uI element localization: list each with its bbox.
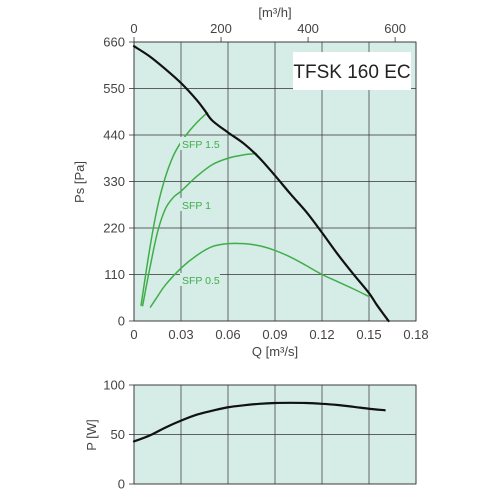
y-axis-title: Ps [Pa] xyxy=(72,161,87,203)
power-curve-line xyxy=(132,401,386,443)
pressure-y-ticks: 0 110 220 330 440 550 660 xyxy=(103,35,125,329)
x2-axis-title: [m³/h] xyxy=(258,5,291,20)
x2-tick-400: 400 xyxy=(297,21,319,36)
y-tick-110: 110 xyxy=(104,267,125,282)
y-tick-550: 550 xyxy=(103,81,125,96)
x-tick-0-09: 0.09 xyxy=(262,327,287,342)
x-tick-0-18: 0.18 xyxy=(403,327,428,342)
sfp-line-SFP-0-5 xyxy=(149,242,370,308)
x-axis-title: Q [m³/s] xyxy=(252,344,298,359)
power-chart: 0 50 100 P [W] xyxy=(84,378,417,492)
x-tick-0-03: 0.03 xyxy=(168,327,193,342)
x-tick-0-06: 0.06 xyxy=(215,327,240,342)
x-tick-0: 0 xyxy=(130,327,137,342)
power-y-tick-50: 50 xyxy=(111,427,125,442)
x-tick-0-12: 0.12 xyxy=(309,327,334,342)
sfp-line-SFP-1-5 xyxy=(140,112,209,307)
x-tick-0-15: 0.15 xyxy=(356,327,381,342)
sfp-1-label-bg xyxy=(180,198,210,211)
power-series-group xyxy=(132,401,386,443)
sfp-05-label-bg xyxy=(180,273,220,286)
airflow-m3h-ticks: 0 200 400 600 xyxy=(130,21,406,42)
pressure-plot-frame xyxy=(133,41,417,322)
power-y-tick-100: 100 xyxy=(103,378,125,393)
power-plot-frame xyxy=(133,384,417,485)
y-tick-440: 440 xyxy=(103,128,125,143)
power-y-tick-0: 0 xyxy=(118,477,125,492)
power-y-ticks: 0 50 100 xyxy=(103,378,125,492)
sfp-05-label: SFP 0.5 xyxy=(182,275,220,287)
model-label: TFSK 160 EC xyxy=(293,62,410,83)
y-tick-330: 330 xyxy=(103,174,125,189)
pressure-x-ticks: 0 0.03 0.06 0.09 0.12 0.15 0.18 xyxy=(130,327,428,342)
y-tick-660: 660 xyxy=(103,35,125,50)
sfp-15-label: SFP 1.5 xyxy=(182,139,220,151)
pressure-chart: TFSK 160 EC SFP 1.5 SFP 1 SFP 0.5 0 0.03 0… xyxy=(72,5,429,359)
pressure-series-group xyxy=(132,45,390,323)
x2-tick-0: 0 xyxy=(130,21,137,36)
x2-tick-600: 600 xyxy=(384,21,406,36)
sfp-line-SFP-1 xyxy=(141,152,257,307)
x2-tick-200: 200 xyxy=(210,21,232,36)
y-tick-0: 0 xyxy=(118,314,125,329)
fan-curve-line xyxy=(132,45,390,323)
sfp-1-label: SFP 1 xyxy=(182,200,211,212)
model-label-box xyxy=(293,52,411,90)
sfp-15-label-bg xyxy=(180,137,220,150)
y-tick-220: 220 xyxy=(103,221,125,236)
power-y-axis-title: P [W] xyxy=(84,419,99,451)
